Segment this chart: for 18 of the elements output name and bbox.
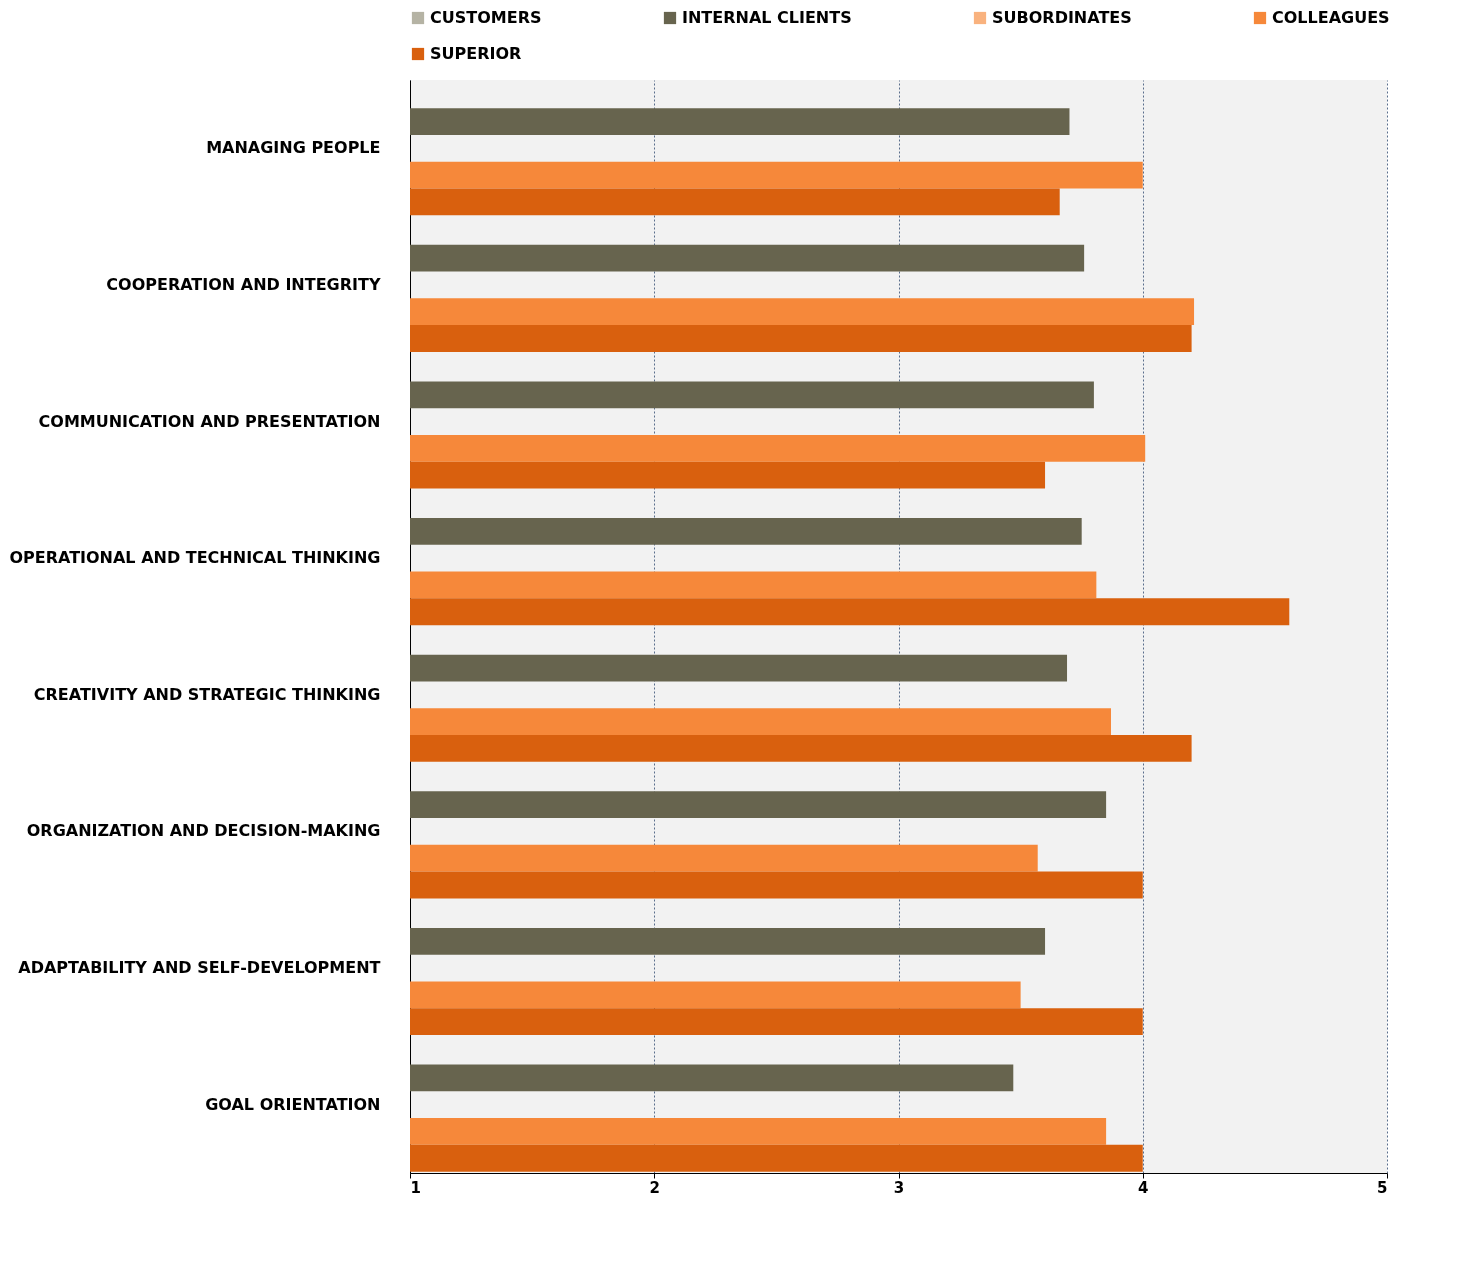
legend-label: CUSTOMERS [430, 8, 542, 27]
y-tick-label: GOAL ORIENTATION [205, 1094, 381, 1114]
legend-label: SUBORDINATES [992, 8, 1132, 27]
y-tick-label: CREATIVITY AND STRATEGIC THINKING [33, 684, 381, 704]
legend-label: COLLEAGUES [1272, 8, 1390, 27]
legend-label: SUPERIOR [430, 44, 522, 63]
y-tick-label: ADAPTABILITY AND SELF-DEVELOPMENT [18, 958, 381, 978]
x-tick-label: 5 [1377, 1178, 1388, 1197]
y-tick-label: COOPERATION AND INTEGRITY [106, 274, 381, 294]
x-tick-label: 3 [893, 1178, 905, 1197]
legend-label: INTERNAL CLIENTS [682, 8, 852, 27]
y-tick-label: OPERATIONAL AND TECHNICAL THINKING [9, 548, 381, 568]
x-tick-label: 1 [410, 1178, 421, 1197]
x-tick-label: 2 [649, 1178, 660, 1197]
y-tick-label: MANAGING PEOPLE [206, 138, 381, 158]
x-tick-label: 4 [1138, 1178, 1149, 1197]
y-tick-label: ORGANIZATION AND DECISION-MAKING [26, 821, 381, 841]
y-tick-label: COMMUNICATION AND PRESENTATION [38, 411, 381, 431]
